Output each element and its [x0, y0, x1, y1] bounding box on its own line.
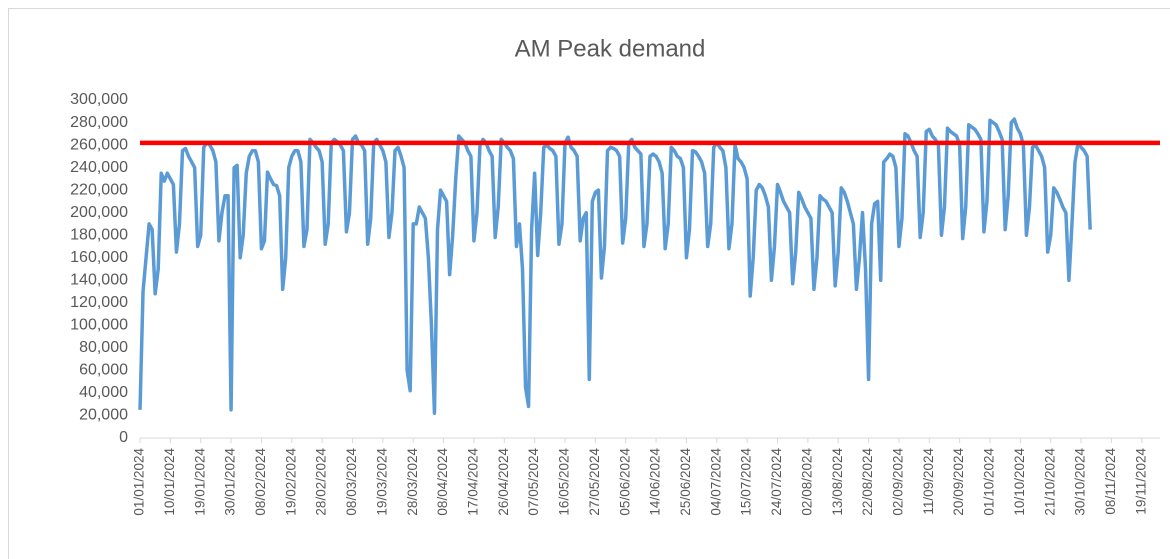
y-tick-label: 20,000 — [79, 407, 128, 424]
x-tick-label: 08/02/2024 — [253, 448, 268, 516]
x-tick-label: 10/10/2024 — [1012, 448, 1027, 516]
x-tick-label: 02/08/2024 — [799, 448, 814, 516]
x-tick-label: 24/07/2024 — [769, 448, 784, 516]
x-tick-label: 30/10/2024 — [1073, 448, 1088, 516]
y-tick-label: 80,000 — [79, 339, 128, 356]
x-tick-label: 19/03/2024 — [374, 448, 389, 516]
y-tick-label: 300,000 — [70, 91, 128, 108]
x-tick-label: 08/03/2024 — [344, 448, 359, 516]
series-line — [138, 117, 1092, 415]
x-tick-label: 04/07/2024 — [708, 448, 723, 516]
y-tick-label: 160,000 — [70, 249, 128, 266]
y-tick-label: 220,000 — [70, 181, 128, 198]
x-tick-label: 26/04/2024 — [496, 448, 511, 516]
x-tick-label: 19/11/2024 — [1133, 448, 1148, 515]
y-tick-label: 0 — [119, 429, 128, 446]
y-tick-label: 280,000 — [70, 114, 128, 131]
x-tick-label: 02/09/2024 — [890, 448, 905, 516]
y-tick-label: 180,000 — [70, 226, 128, 243]
y-tick-label: 200,000 — [70, 204, 128, 221]
y-tick-label: 260,000 — [70, 136, 128, 153]
x-tick-label: 01/10/2024 — [982, 448, 997, 516]
x-tick-label: 22/08/2024 — [860, 448, 875, 516]
x-tick-label: 17/04/2024 — [465, 448, 480, 516]
x-tick-label: 07/05/2024 — [526, 448, 541, 516]
y-tick-label: 40,000 — [79, 384, 128, 401]
x-tick-label: 30/01/2024 — [223, 448, 238, 516]
y-tick-label: 60,000 — [79, 362, 128, 379]
x-tick-label: 25/06/2024 — [678, 448, 693, 516]
x-tick-label: 01/01/2024 — [132, 448, 147, 516]
y-tick-label: 140,000 — [70, 271, 128, 288]
x-tick-label: 27/05/2024 — [587, 448, 602, 516]
x-tick-label: 15/07/2024 — [739, 448, 754, 516]
y-tick-label: 100,000 — [70, 317, 128, 334]
x-tick-label: 05/06/2024 — [617, 448, 632, 516]
x-tick-label: 14/06/2024 — [648, 448, 663, 516]
x-tick-label: 13/08/2024 — [830, 448, 845, 516]
y-tick-label: 240,000 — [70, 159, 128, 176]
chart-title: AM Peak demand — [515, 35, 706, 62]
x-tick-label: 28/03/2024 — [405, 448, 420, 516]
x-tick-label: 28/02/2024 — [314, 448, 329, 516]
x-tick-label: 08/04/2024 — [435, 448, 450, 516]
x-tick-label: 10/01/2024 — [162, 448, 177, 516]
x-tick-label: 11/09/2024 — [921, 448, 936, 515]
x-tick-label: 08/11/2024 — [1103, 448, 1118, 515]
y-tick-label: 120,000 — [70, 294, 128, 311]
x-tick-label: 19/01/2024 — [192, 448, 207, 516]
x-tick-label: 20/09/2024 — [951, 448, 966, 516]
x-tick-label: 16/05/2024 — [557, 448, 572, 516]
x-tick-label: 19/02/2024 — [283, 448, 298, 516]
x-tick-label: 21/10/2024 — [1042, 448, 1057, 516]
